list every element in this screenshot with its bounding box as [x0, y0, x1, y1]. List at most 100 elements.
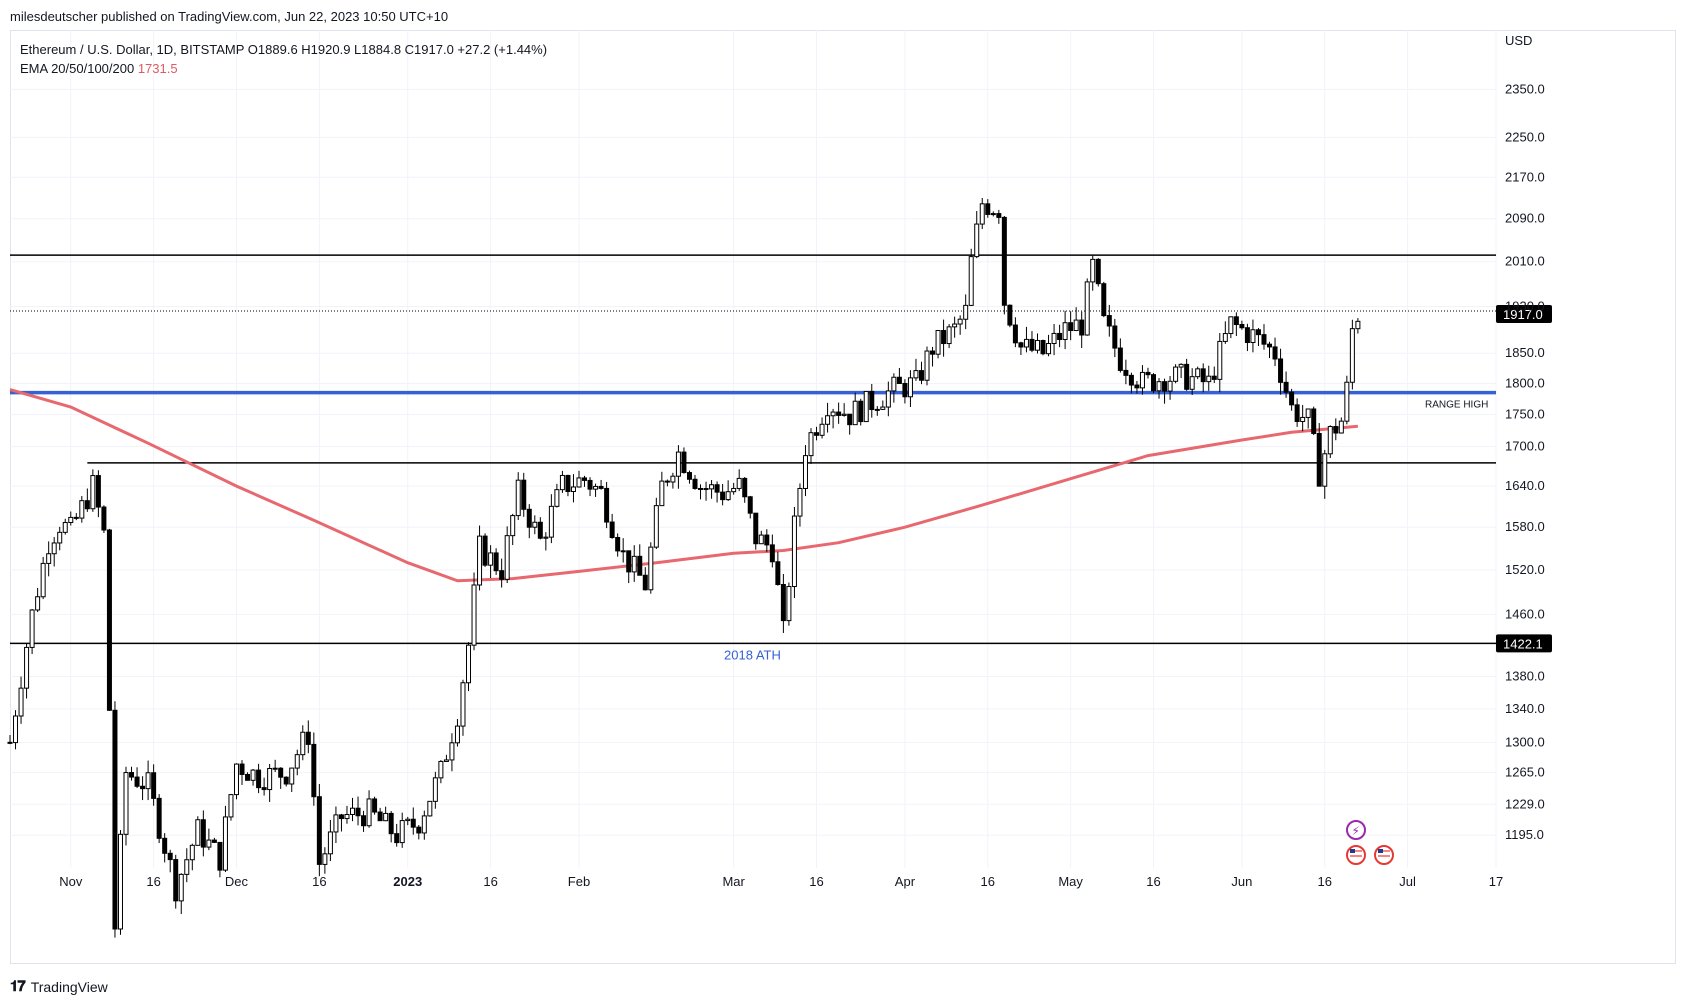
candle-down	[305, 731, 311, 745]
candle-up	[1349, 328, 1355, 383]
candle-up	[189, 844, 195, 861]
candle-up	[504, 535, 510, 580]
candle-up	[1322, 453, 1328, 487]
candle-up	[841, 413, 847, 416]
candle-up	[466, 644, 472, 684]
candle-up	[797, 487, 803, 517]
candle-down	[526, 508, 532, 528]
candle-up	[1300, 416, 1306, 422]
candle-down	[311, 743, 317, 798]
y-tick-label: 1850.0	[1505, 345, 1545, 360]
candle-down	[112, 709, 118, 930]
candles-group	[7, 198, 1361, 938]
candle-down	[626, 550, 632, 573]
candle-up	[421, 815, 427, 834]
candle-up	[1222, 333, 1228, 342]
candle-up	[736, 477, 742, 489]
candle-down	[1278, 358, 1284, 383]
candle-up	[1139, 371, 1145, 389]
tradingview-footer[interactable]: 𝟏𝟕 TradingView	[10, 978, 108, 995]
candle-up	[1073, 319, 1079, 332]
tradingview-logo-icon: 𝟏𝟕	[10, 978, 26, 995]
candle-up	[548, 505, 554, 538]
candle-down	[1012, 324, 1018, 344]
candle-up	[449, 742, 455, 761]
candle-up	[675, 451, 681, 477]
candle-down	[1239, 324, 1245, 329]
candle-up	[322, 853, 328, 865]
candle-down	[173, 859, 179, 902]
candle-down	[283, 776, 289, 785]
candle-down	[587, 479, 593, 490]
candle-up	[1338, 420, 1344, 434]
candle-down	[692, 478, 698, 489]
candle-up	[250, 769, 256, 781]
candle-up	[399, 820, 405, 844]
candle-up	[1062, 322, 1068, 340]
candle-up	[206, 839, 212, 848]
candle-down	[836, 411, 842, 416]
candle-up	[267, 767, 273, 791]
y-tick-label: 2090.0	[1505, 211, 1545, 226]
candle-down	[1029, 338, 1035, 351]
last-price-tag	[1496, 304, 1552, 323]
candle-down	[316, 796, 322, 865]
candle-down	[1057, 332, 1063, 340]
flag-canton	[1378, 849, 1383, 853]
currency-label: USD	[1505, 33, 1532, 48]
candle-up	[924, 350, 930, 381]
candle-up	[802, 455, 808, 489]
candle-down	[769, 544, 775, 563]
candle-up	[891, 376, 897, 392]
y-tick-label: 1930.0	[1505, 299, 1545, 314]
y-tick-label: 1750.0	[1505, 407, 1545, 422]
x-tick-label: 17	[1489, 874, 1503, 889]
candle-down	[664, 480, 670, 483]
candle-up	[1167, 380, 1173, 392]
candle-up	[974, 223, 980, 258]
candle-up	[1090, 258, 1096, 283]
candle-up	[18, 687, 24, 717]
x-tick-label: 16	[146, 874, 160, 889]
candle-down	[703, 488, 709, 491]
x-tick-label: 16	[1146, 874, 1160, 889]
candle-up	[874, 408, 880, 411]
candle-down	[686, 472, 692, 480]
candle-up	[808, 432, 814, 457]
candle-up	[488, 552, 494, 566]
candle-down	[869, 390, 875, 411]
candle-down	[167, 852, 173, 861]
candle-up	[913, 370, 919, 379]
candle-up	[62, 521, 68, 533]
chart-frame[interactable]	[10, 30, 1676, 964]
level-price-tag	[1496, 634, 1552, 653]
candle-up	[57, 531, 63, 544]
candle-down	[156, 797, 162, 839]
candle-up	[863, 390, 869, 423]
candle-down	[162, 837, 168, 854]
candle-up	[709, 484, 715, 490]
candle-up	[543, 536, 549, 539]
candle-down	[151, 772, 157, 799]
candle-down	[200, 819, 206, 848]
candle-up	[1051, 332, 1057, 345]
candle-down	[493, 552, 499, 572]
candle-up	[648, 546, 654, 591]
candle-down	[1267, 343, 1273, 348]
candle-up	[1178, 363, 1184, 368]
candle-down	[1244, 327, 1250, 344]
candle-down	[1255, 329, 1261, 336]
candle-down	[372, 798, 378, 813]
candle-up	[383, 812, 389, 822]
candle-down	[1333, 426, 1339, 434]
candle-up	[1228, 316, 1234, 335]
y-tick-label: 2350.0	[1505, 81, 1545, 96]
candle-up	[659, 480, 665, 507]
candle-down	[609, 521, 615, 538]
candle-down	[565, 474, 571, 493]
horizontal-levels: RANGE HIGH 1422.1 1917.0	[10, 254, 1552, 653]
candle-down	[482, 535, 488, 566]
candle-down	[1068, 322, 1074, 332]
tradingview-brand: TradingView	[30, 978, 108, 995]
